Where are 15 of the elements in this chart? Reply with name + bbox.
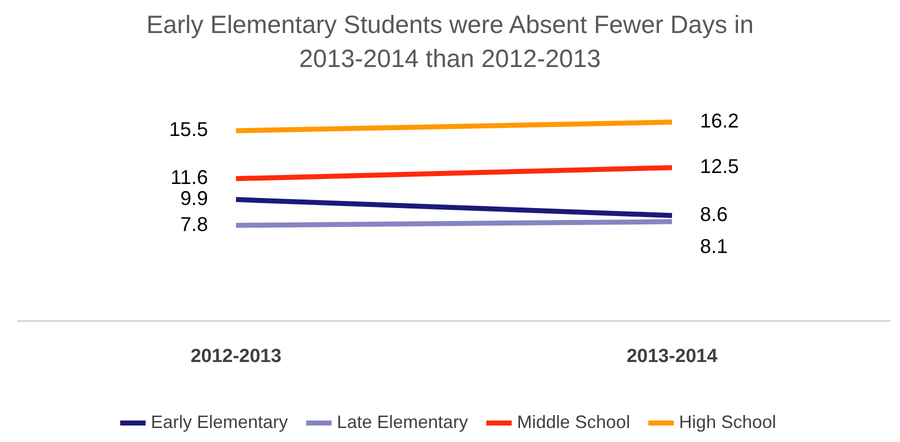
legend-label: Middle School — [517, 412, 630, 432]
legend-label: Late Elementary — [336, 412, 468, 432]
data-label: 12.5 — [700, 156, 739, 178]
chart-title: Early Elementary Students were Absent Fewer Days in 2013-2014 than 2012-2013 — [145, 10, 755, 75]
data-label: 7.8 — [180, 214, 208, 236]
data-label: 8.1 — [700, 236, 728, 258]
data-label: 11.6 — [170, 167, 208, 190]
data-label: 16.2 — [700, 110, 739, 133]
x-tick-label: 2013-2014 — [626, 346, 718, 367]
data-label: 8.6 — [700, 204, 728, 226]
legend-label: High School — [679, 412, 776, 432]
data-label: 9.9 — [180, 188, 208, 210]
x-tick-label: 2012-2013 — [190, 346, 282, 367]
legend-label: Early Elementary — [150, 412, 288, 432]
data-label: 15.5 — [169, 119, 208, 142]
